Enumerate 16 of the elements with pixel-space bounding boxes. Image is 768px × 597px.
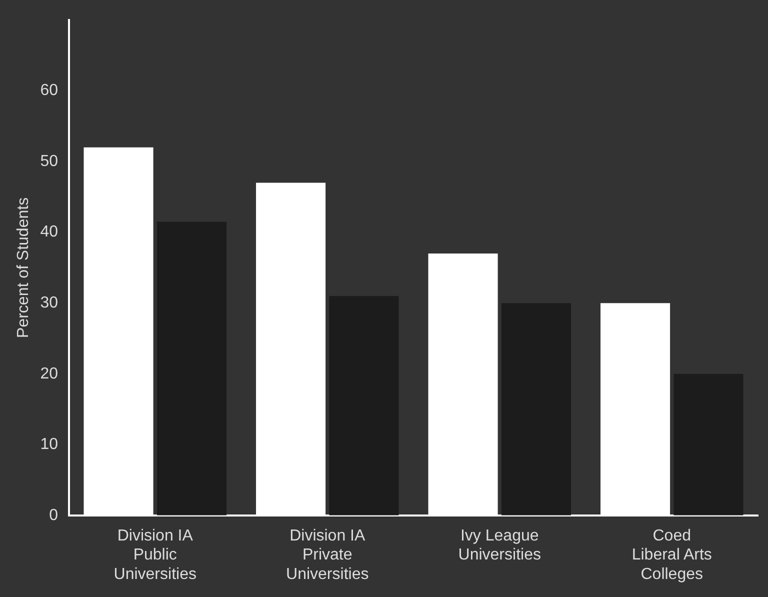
y-tick-label: 50 — [40, 152, 58, 170]
y-tick-label: 10 — [40, 436, 58, 454]
y-tick-label: 0 — [49, 506, 58, 524]
x-tick-label: Ivy League Universities — [458, 527, 541, 564]
x-tick-label: Coed Liberal Arts Colleges — [632, 527, 712, 583]
x-tick-label: Division IA Public Universities — [114, 527, 196, 583]
y-axis-title: Percent of Students — [15, 197, 32, 338]
y-tick-label: 20 — [40, 365, 58, 382]
bar — [156, 222, 226, 516]
y-tick-label: 30 — [40, 294, 58, 312]
bar — [329, 296, 399, 516]
bar — [674, 374, 744, 516]
y-tick-label: 60 — [40, 82, 58, 100]
x-tick-label: Division IA Private Universities — [286, 527, 369, 583]
bar — [501, 303, 571, 516]
y-tick-label: 40 — [40, 224, 58, 241]
